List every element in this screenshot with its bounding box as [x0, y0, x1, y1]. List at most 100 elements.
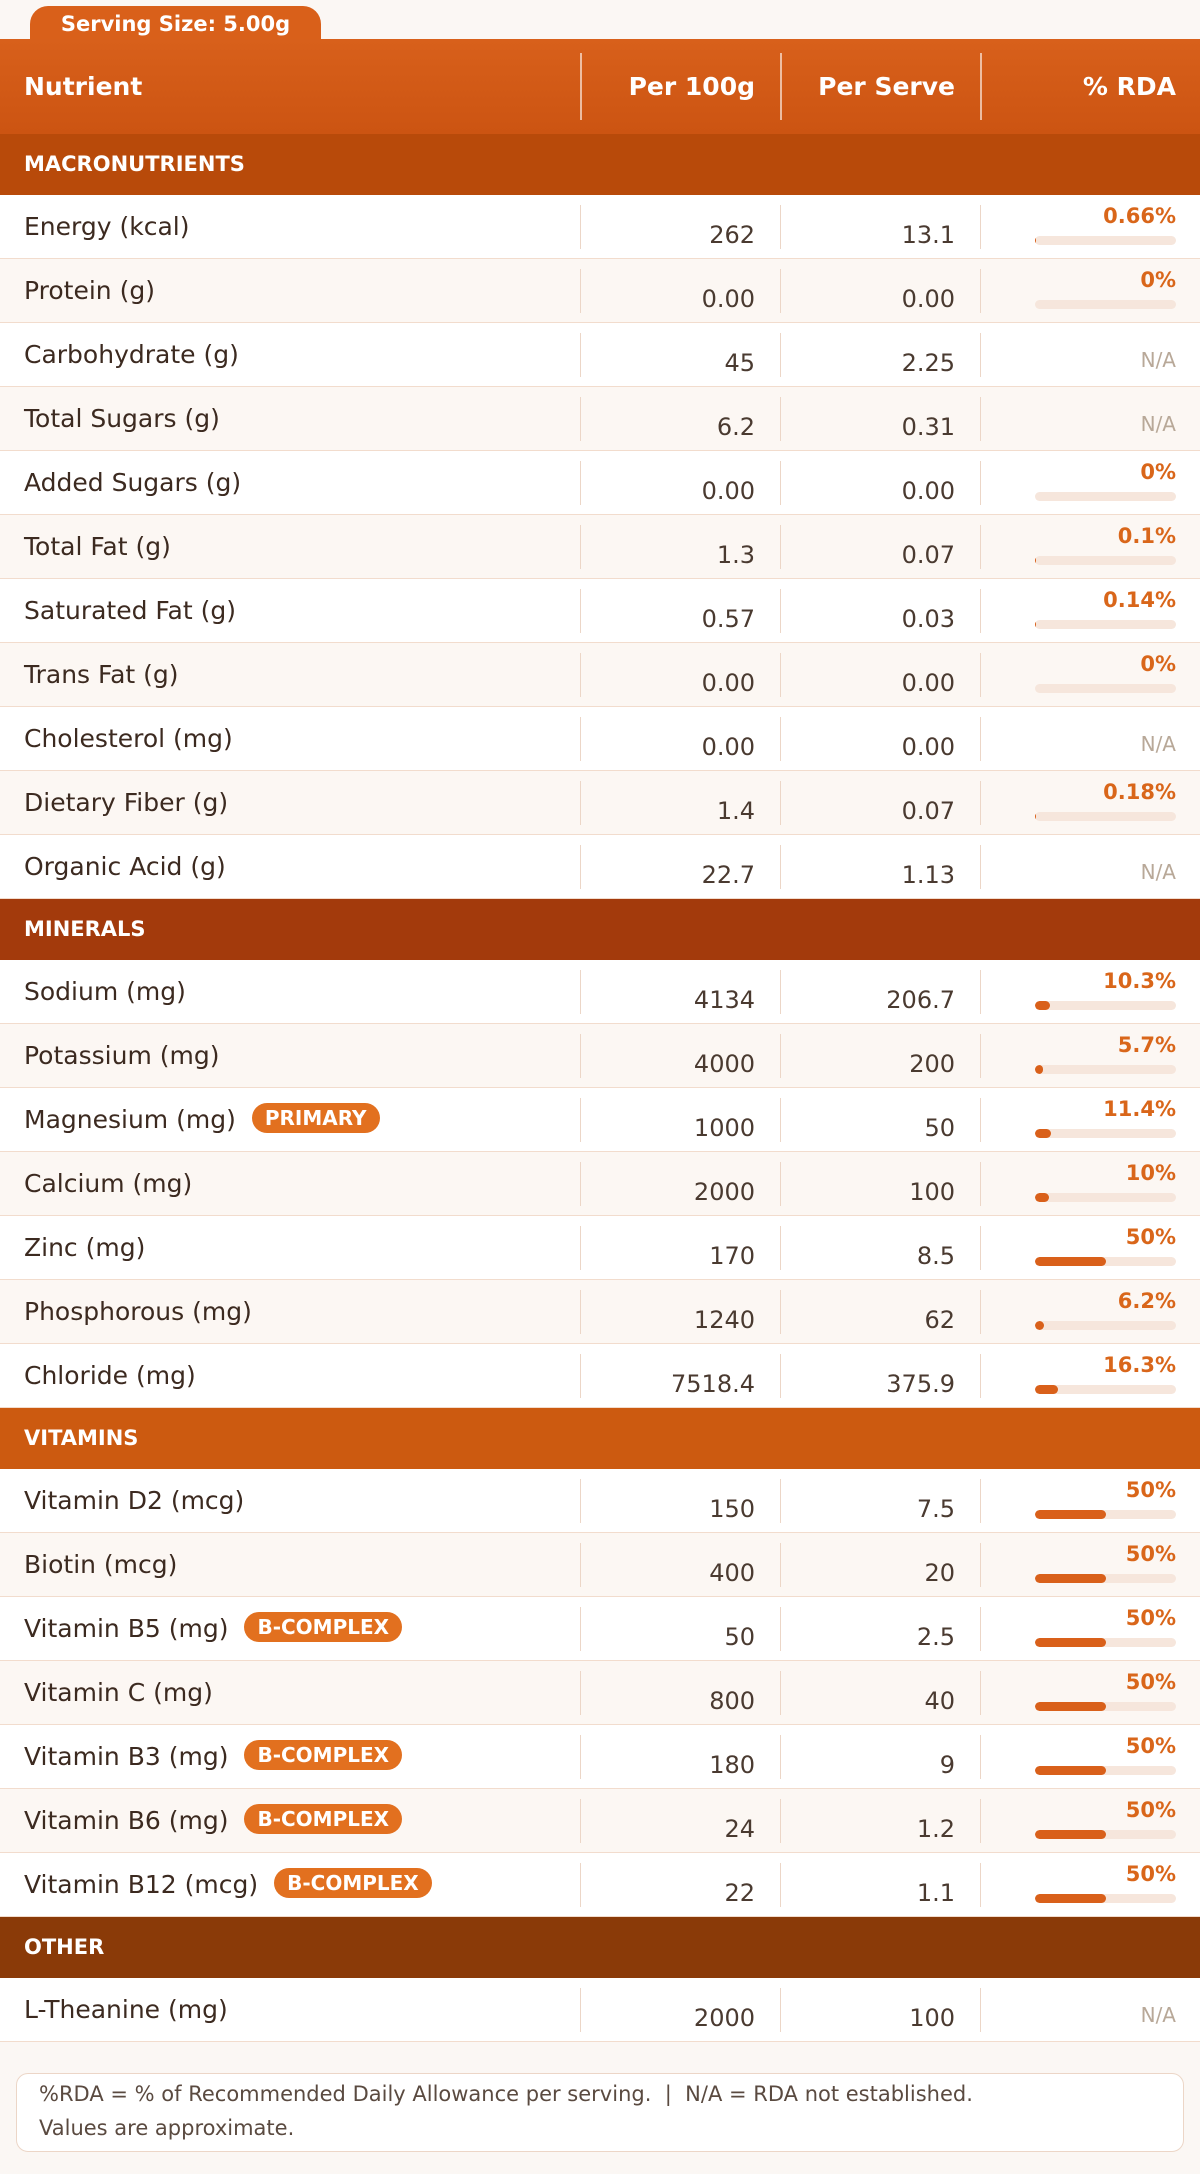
- per-serve: 375.9: [886, 1370, 955, 1398]
- per-100g: 0.00: [701, 477, 755, 505]
- nutrient-label: Vitamin C (mg): [24, 1678, 213, 1707]
- nutrient-name: Phosphorous (mg): [24, 1280, 252, 1344]
- divider: [780, 525, 781, 569]
- nutrient-name: Vitamin B6 (mg) B-COMPLEX: [24, 1789, 403, 1853]
- divider: [980, 717, 981, 761]
- section-header: MINERALS: [0, 899, 1200, 960]
- nutrient-label: Phosphorous (mg): [24, 1297, 252, 1326]
- rda-label: 16.3%: [1103, 1353, 1176, 1377]
- nutrient-name: Protein (g): [24, 259, 155, 323]
- per-100g: 50: [724, 1623, 755, 1651]
- divider: [580, 1098, 581, 1142]
- divider: [980, 525, 981, 569]
- nutrient-name: Vitamin B5 (mg) B-COMPLEX: [24, 1597, 403, 1661]
- divider: [980, 1034, 981, 1078]
- nutrient-name: Magnesium (mg) PRIMARY: [24, 1088, 380, 1152]
- nutrient-name: Calcium (mg): [24, 1152, 192, 1216]
- rda-na: N/A: [1140, 348, 1176, 372]
- rda-track: [1035, 1065, 1176, 1074]
- nutrient-label: Added Sugars (g): [24, 468, 242, 497]
- rda-label: 0.14%: [1103, 588, 1176, 612]
- rda-bar: [1035, 1001, 1050, 1010]
- nutrient-name: Saturated Fat (g): [24, 579, 236, 643]
- nutrient-row: Trans Fat (g) 0.00 0.00 0%: [0, 643, 1200, 707]
- section-title: MINERALS: [24, 917, 146, 941]
- divider: [580, 397, 581, 441]
- nutrient-label: Potassium (mg): [24, 1041, 220, 1070]
- divider: [580, 333, 581, 377]
- header-per-serve: Per Serve: [818, 72, 955, 101]
- per-serve: 100: [909, 1178, 955, 1206]
- divider: [780, 53, 782, 120]
- nutrient-row: Sodium (mg) 4134 206.7 10.3%: [0, 960, 1200, 1024]
- nutrient-row: Carbohydrate (g) 45 2.25 N/A: [0, 323, 1200, 387]
- nutrient-row: L-Theanine (mg) 2000 100 N/A: [0, 1978, 1200, 2042]
- divider: [580, 1799, 581, 1843]
- nutrient-name: Vitamin B12 (mcg) B-COMPLEX: [24, 1853, 432, 1917]
- per-serve: 206.7: [886, 986, 955, 1014]
- divider: [980, 845, 981, 889]
- rda-track: [1035, 300, 1176, 309]
- nutrient-row: Vitamin B5 (mg) B-COMPLEX 50 2.5 50%: [0, 1597, 1200, 1661]
- per-100g: 0.00: [701, 285, 755, 313]
- rda-bar: [1035, 1385, 1058, 1394]
- section-title: OTHER: [24, 1935, 105, 1959]
- per-100g: 2000: [693, 2004, 755, 2032]
- nutrient-name: Sodium (mg): [24, 960, 186, 1024]
- nutrient-label: Biotin (mcg): [24, 1550, 178, 1579]
- badge: B-COMPLEX: [244, 1804, 403, 1834]
- per-100g: 180: [709, 1751, 755, 1779]
- divider: [580, 1290, 581, 1334]
- divider: [980, 1543, 981, 1587]
- divider: [980, 653, 981, 697]
- rda-track: [1035, 1001, 1176, 1010]
- rda-track: [1035, 236, 1176, 245]
- header-per-100g: Per 100g: [628, 72, 755, 101]
- rda-track: [1035, 1702, 1176, 1711]
- per-100g: 2000: [693, 1178, 755, 1206]
- divider: [980, 1226, 981, 1270]
- per-100g: 4134: [693, 986, 755, 1014]
- per-100g: 0.00: [701, 669, 755, 697]
- divider: [580, 1735, 581, 1779]
- nutrient-row: Potassium (mg) 4000 200 5.7%: [0, 1024, 1200, 1088]
- rda-label: 0%: [1140, 268, 1176, 292]
- nutrient-label: Carbohydrate (g): [24, 340, 239, 369]
- per-serve: 7.5: [916, 1495, 955, 1523]
- nutrient-label: Magnesium (mg): [24, 1105, 236, 1134]
- nutrient-row: Biotin (mcg) 400 20 50%: [0, 1533, 1200, 1597]
- divider: [980, 205, 981, 249]
- per-100g: 150: [709, 1495, 755, 1523]
- per-100g: 7518.4: [671, 1370, 755, 1398]
- divider: [580, 653, 581, 697]
- nutrient-name: Organic Acid (g): [24, 835, 226, 899]
- divider: [780, 589, 781, 633]
- divider: [780, 1607, 781, 1651]
- divider: [580, 970, 581, 1014]
- rda-label: 0%: [1140, 460, 1176, 484]
- per-100g: 1240: [693, 1306, 755, 1334]
- rda-bar: [1035, 1510, 1106, 1519]
- table-header: Nutrient Per 100g Per Serve % RDA: [0, 39, 1200, 134]
- nutrient-label: Dietary Fiber (g): [24, 788, 229, 817]
- nutrient-row: Calcium (mg) 2000 100 10%: [0, 1152, 1200, 1216]
- nutrient-row: Cholesterol (mg) 0.00 0.00 N/A: [0, 707, 1200, 771]
- rda-label: 50%: [1125, 1734, 1176, 1758]
- section-header: MACRONUTRIENTS: [0, 134, 1200, 195]
- per-serve: 20: [924, 1559, 955, 1587]
- nutrient-label: Vitamin B6 (mg): [24, 1806, 229, 1835]
- nutrient-label: Energy (kcal): [24, 212, 190, 241]
- per-100g: 24: [724, 1815, 755, 1843]
- footnote-box: %RDA = % of Recommended Daily Allowance …: [16, 2073, 1184, 2152]
- divider: [780, 653, 781, 697]
- rda-bar: [1035, 1766, 1106, 1775]
- divider: [580, 1543, 581, 1587]
- section-title: MACRONUTRIENTS: [24, 152, 245, 176]
- divider: [580, 1354, 581, 1398]
- section-title: VITAMINS: [24, 1426, 139, 1450]
- per-serve: 1.1: [916, 1879, 955, 1907]
- nutrient-row: Vitamin C (mg) 800 40 50%: [0, 1661, 1200, 1725]
- divider: [580, 1607, 581, 1651]
- divider: [980, 1799, 981, 1843]
- nutrient-row: Phosphorous (mg) 1240 62 6.2%: [0, 1280, 1200, 1344]
